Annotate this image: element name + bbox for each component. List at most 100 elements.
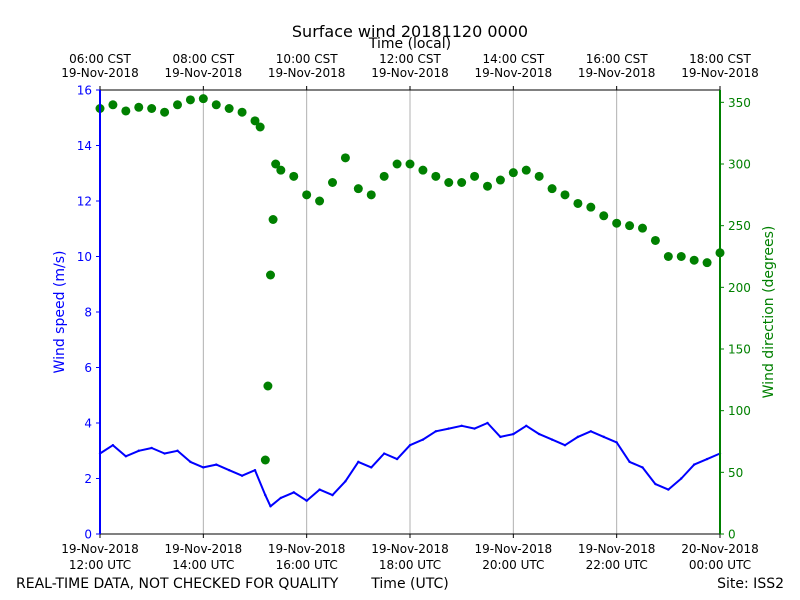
right-tick-label: 100 bbox=[728, 404, 751, 418]
speed-point bbox=[150, 446, 153, 450]
bottom-tick-time: 22:00 UTC bbox=[586, 558, 648, 572]
speed-point bbox=[137, 449, 140, 452]
speed-point bbox=[227, 468, 231, 472]
speed-point bbox=[279, 496, 283, 500]
speed-point bbox=[240, 474, 244, 477]
speed-point bbox=[370, 466, 373, 469]
direction-point bbox=[237, 107, 247, 117]
left-tick-label: 8 bbox=[84, 306, 92, 320]
speed-point bbox=[202, 466, 205, 469]
bottom-tick-time: 00:00 UTC bbox=[689, 558, 751, 572]
speed-point bbox=[641, 466, 644, 469]
left-tick-label: 2 bbox=[84, 472, 92, 486]
speed-point bbox=[318, 488, 321, 491]
direction-point bbox=[625, 221, 635, 231]
direction-point bbox=[405, 159, 415, 169]
bottom-tick-time: 14:00 UTC bbox=[172, 558, 234, 572]
bottom-tick-time: 16:00 UTC bbox=[276, 558, 338, 572]
y-axis-label-right: Wind direction (degrees) bbox=[761, 226, 777, 399]
direction-point bbox=[470, 171, 480, 181]
left-tick-label: 12 bbox=[77, 195, 92, 209]
speed-point bbox=[292, 491, 295, 494]
direction-point bbox=[302, 190, 312, 200]
direction-point bbox=[638, 223, 647, 233]
speed-point bbox=[654, 482, 657, 486]
bottom-tick-date: 19-Nov-2018 bbox=[371, 542, 449, 556]
left-tick-label: 14 bbox=[77, 139, 92, 153]
direction-point bbox=[457, 178, 467, 187]
speed-point bbox=[215, 463, 218, 466]
direction-point bbox=[612, 218, 622, 228]
direction-point bbox=[173, 100, 182, 110]
top-tick-time: 18:00 CST bbox=[689, 52, 751, 66]
speed-point bbox=[189, 460, 192, 464]
direction-point bbox=[573, 198, 583, 208]
speed-point bbox=[602, 435, 605, 439]
direction-point bbox=[263, 381, 273, 391]
bottom-tick-time: 12:00 UTC bbox=[69, 558, 131, 572]
speed-point bbox=[667, 488, 670, 491]
speed-point bbox=[163, 452, 166, 455]
speed-series bbox=[98, 421, 722, 508]
right-tick-label: 350 bbox=[728, 96, 751, 110]
top-tick-date: 19-Nov-2018 bbox=[268, 66, 346, 80]
direction-point bbox=[276, 165, 286, 175]
direction-point bbox=[366, 190, 376, 200]
right-tick-label: 150 bbox=[728, 343, 751, 357]
direction-point bbox=[663, 252, 673, 261]
direction-point bbox=[444, 178, 454, 187]
bottom-tick-time: 18:00 UTC bbox=[379, 558, 441, 572]
direction-point bbox=[255, 122, 265, 132]
direction-point bbox=[418, 165, 428, 175]
chart-title: Surface wind 20181120 0000 bbox=[292, 22, 528, 41]
y-axis-label-left: Wind speed (m/s) bbox=[52, 251, 68, 374]
top-tick-date: 19-Nov-2018 bbox=[681, 66, 759, 80]
direction-point bbox=[185, 95, 195, 105]
direction-point bbox=[379, 171, 389, 181]
top-tick-date: 19-Nov-2018 bbox=[475, 66, 553, 80]
speed-point bbox=[421, 438, 425, 441]
direction-point bbox=[353, 184, 363, 194]
tick-layer: 19-Nov-2018 12:00 UTC 19-Nov-2018 14:00 UTC… bbox=[61, 52, 759, 572]
speed-point bbox=[447, 427, 450, 430]
left-tick-label: 0 bbox=[84, 528, 92, 542]
direction-point bbox=[134, 102, 144, 112]
speed-point bbox=[395, 457, 399, 461]
speed-point bbox=[382, 452, 386, 455]
top-tick-time: 16:00 CST bbox=[586, 52, 648, 66]
speed-point bbox=[408, 444, 412, 447]
top-tick-date: 19-Nov-2018 bbox=[578, 66, 656, 80]
direction-point bbox=[521, 165, 531, 175]
direction-point bbox=[483, 181, 492, 191]
top-tick-date: 19-Nov-2018 bbox=[61, 66, 139, 80]
speed-point bbox=[357, 460, 360, 464]
speed-point bbox=[537, 432, 541, 436]
left-tick-label: 4 bbox=[84, 417, 92, 431]
speed-point bbox=[264, 493, 267, 497]
direction-point bbox=[198, 94, 208, 104]
direction-point bbox=[289, 171, 299, 181]
grid-layer bbox=[202, 90, 618, 534]
left-tick-label: 10 bbox=[77, 250, 92, 264]
speed-point bbox=[512, 432, 515, 436]
direction-point bbox=[495, 175, 505, 185]
direction-point bbox=[328, 178, 337, 187]
direction-point bbox=[315, 196, 325, 206]
right-tick-label: 250 bbox=[728, 219, 751, 233]
speed-point bbox=[628, 460, 631, 464]
direction-point bbox=[534, 171, 544, 181]
speed-point bbox=[253, 468, 257, 472]
direction-point bbox=[266, 270, 275, 280]
direction-point bbox=[689, 255, 699, 265]
speed-point bbox=[692, 463, 696, 466]
speed-point bbox=[589, 430, 593, 433]
direction-point bbox=[508, 168, 518, 178]
direction-point bbox=[586, 202, 596, 212]
speed-point bbox=[344, 480, 347, 483]
right-tick-label: 300 bbox=[728, 158, 751, 172]
speed-point bbox=[305, 499, 308, 502]
direction-point bbox=[268, 215, 278, 224]
speed-line bbox=[99, 422, 721, 508]
speed-point bbox=[269, 505, 272, 508]
